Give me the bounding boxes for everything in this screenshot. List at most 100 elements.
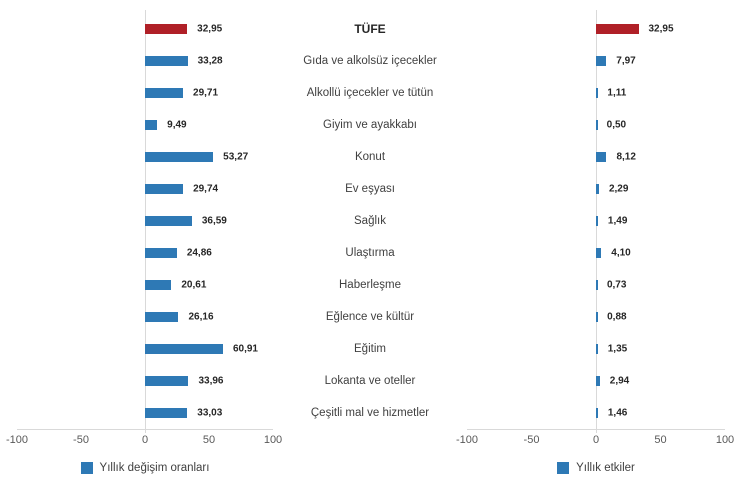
value-label: 60,91 <box>232 343 258 355</box>
bar <box>596 216 598 226</box>
category-label: Haberleşme <box>339 279 401 291</box>
category-label: Eğitim <box>354 343 386 355</box>
value-label: 36,59 <box>201 215 227 227</box>
value-label: 0,88 <box>607 311 627 323</box>
value-label: 20,61 <box>181 279 207 291</box>
value-label: 1,11 <box>607 87 627 99</box>
axis-tick-label: 50 <box>202 434 216 446</box>
chart-row: 1,49 <box>467 205 725 237</box>
value-label: 33,28 <box>197 55 223 67</box>
legend-label-annual-change: Yıllık değişim oranları <box>99 462 210 474</box>
chart-row: 1,11 <box>467 77 725 109</box>
value-label: 8,12 <box>616 151 636 163</box>
axis-tick-label: 50 <box>654 434 667 446</box>
value-label: 24,86 <box>186 247 212 259</box>
category-label: Eğlence ve kültür <box>325 311 415 323</box>
right-chart-x-axis-ticks: -100 -50 0 50 100 <box>456 434 734 448</box>
bar <box>596 280 598 290</box>
chart-row: 2,29 <box>467 173 725 205</box>
bar <box>596 56 607 66</box>
value-label: 33,96 <box>198 375 224 387</box>
right-chart-plot-area: 32,95 7,97 1,11 0,50 8,12 2,29 1,49 4,10 0,73 0,8… <box>467 13 725 429</box>
bar <box>145 216 192 226</box>
bar <box>145 184 184 194</box>
value-label: 26,16 <box>188 311 214 323</box>
bar <box>596 344 598 354</box>
category-label: TÜFE <box>354 22 386 36</box>
chart-row: 8,12 <box>467 141 725 173</box>
chart-row: 20,61 <box>17 269 273 301</box>
axis-tick-label: -100 <box>455 434 479 446</box>
chart-row: 60,91 <box>17 333 273 365</box>
chart-row: 32,95 <box>467 13 725 45</box>
bar <box>145 248 177 258</box>
category-label: Sağlık <box>354 215 386 227</box>
bar-highlight <box>596 24 639 34</box>
legend-swatch-blue <box>80 462 93 474</box>
chart-row: 33,28 <box>17 45 273 77</box>
axis-tick-label: -100 <box>5 434 29 446</box>
chart-row: 33,03 <box>17 397 273 429</box>
category-labels-column: TÜFE Gıda ve alkolsüz içecekler Alkollü iç… <box>273 13 467 429</box>
bar <box>596 312 598 322</box>
value-label: 33,03 <box>197 407 223 419</box>
chart-row: 0,88 <box>467 301 725 333</box>
bar <box>596 376 600 386</box>
legend-swatch-blue <box>557 462 570 474</box>
chart-row: 9,49 <box>17 109 273 141</box>
category-label: Lokanta ve oteller <box>324 375 416 387</box>
chart-row: 32,95 <box>17 13 273 45</box>
bar <box>596 152 607 162</box>
category-label: Ev eşyası <box>345 183 395 195</box>
bar <box>145 120 158 130</box>
axis-tick-label: 0 <box>592 434 600 446</box>
bar <box>145 56 188 66</box>
axis-tick-label: -50 <box>73 434 89 446</box>
category-label: Konut <box>354 151 386 163</box>
value-label: 32,95 <box>648 23 674 35</box>
chart-row: 4,10 <box>467 237 725 269</box>
axis-tick-label: -50 <box>523 434 540 446</box>
value-label: 0,73 <box>606 279 627 291</box>
bar <box>596 120 598 130</box>
chart-row: 7,97 <box>467 45 725 77</box>
bar <box>145 88 184 98</box>
chart-row: 0,50 <box>467 109 725 141</box>
right-chart-legend: Yıllık etkiler <box>467 460 725 476</box>
bar <box>145 152 214 162</box>
chart-row: 36,59 <box>17 205 273 237</box>
value-label: 0,50 <box>606 119 627 131</box>
value-label: 29,74 <box>193 183 219 195</box>
chart-row: 29,74 <box>17 173 273 205</box>
value-label: 7,97 <box>616 55 636 67</box>
bar <box>145 312 179 322</box>
value-label: 9,49 <box>167 119 187 131</box>
left-chart-legend: Yıllık değişim oranları <box>17 460 273 476</box>
chart-row: 0,73 <box>467 269 725 301</box>
value-label: 4,10 <box>611 247 631 259</box>
left-chart-x-axis-ticks: -100 -50 0 50 100 <box>6 434 282 448</box>
left-chart-plot-area: 32,95 33,28 29,71 9,49 53,27 29,74 36,59 24,86 2… <box>17 13 273 429</box>
bar <box>596 184 599 194</box>
axis-tick-label: 100 <box>715 434 735 446</box>
category-label: Giyim ve ayakkabı <box>323 119 417 131</box>
legend-label-annual-effects: Yıllık etkiler <box>576 462 635 474</box>
chart-row: 1,35 <box>467 333 725 365</box>
axis-tick-label: 0 <box>141 434 149 446</box>
axis-tick-label: 100 <box>263 434 283 446</box>
category-label: Ulaştırma <box>345 247 395 259</box>
value-label: 29,71 <box>193 87 219 99</box>
bar <box>145 344 223 354</box>
value-label: 1,49 <box>607 215 628 227</box>
chart-row: 1,46 <box>467 397 725 429</box>
bar <box>145 280 172 290</box>
chart-row: 33,96 <box>17 365 273 397</box>
chart-row: 2,94 <box>467 365 725 397</box>
bar <box>145 408 188 418</box>
value-label: 1,46 <box>607 407 628 419</box>
chart-row: 29,71 <box>17 77 273 109</box>
category-label: Alkollü içecekler ve tütün <box>306 87 434 99</box>
chart-row: 26,16 <box>17 301 273 333</box>
value-label: 32,95 <box>197 23 223 35</box>
